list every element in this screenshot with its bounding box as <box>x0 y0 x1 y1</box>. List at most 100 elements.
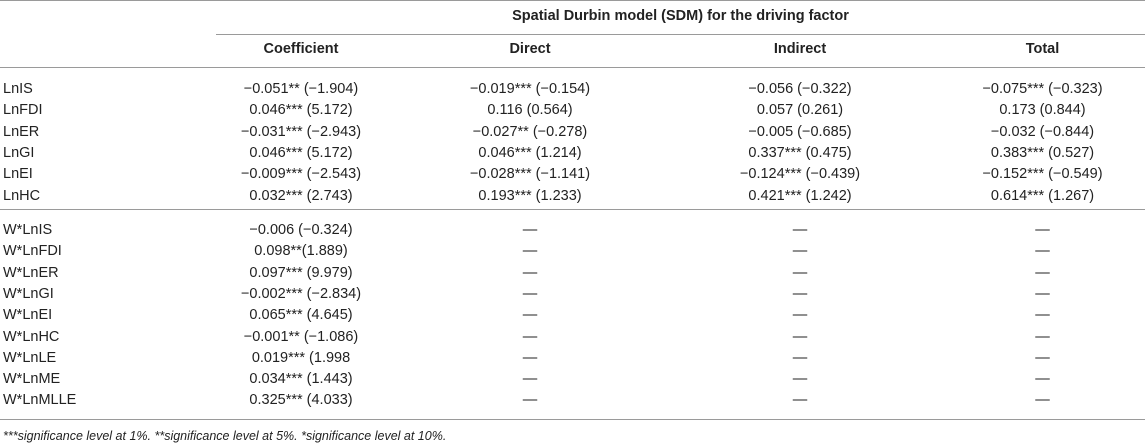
table-cell-coef: 0.034*** (1.443) <box>249 371 353 388</box>
table-row: W*LnGI −0.002*** (−2.834) — — — <box>0 284 1145 304</box>
table-row: LnHC 0.032*** (2.743) 0.193*** (1.233) 0.42… <box>0 186 1145 206</box>
table-cell-direct: −0.019*** (−0.154) <box>469 81 591 97</box>
table-cell-direct: — <box>522 243 538 260</box>
table-cell-total: — <box>1035 285 1050 302</box>
col-header-total: Total <box>1025 41 1060 57</box>
table-cell-total: — <box>1035 349 1050 366</box>
table-cell-total: 0.383*** (0.527) <box>990 144 1095 161</box>
footnote: ***significance level at 1%. **significa… <box>3 429 447 443</box>
table-cell-indirect: — <box>792 264 808 281</box>
col-header-coefficient: Coefficient <box>263 41 339 57</box>
table-cell-indirect: −0.124*** (−0.439) <box>739 166 861 183</box>
table-spanner-heading: Spatial Durbin model (SDM) for the drivi… <box>512 8 849 24</box>
table-cell-indirect: — <box>792 222 808 238</box>
row-label: W*LnME <box>3 371 61 388</box>
table-cell-indirect: −0.005 (−0.685) <box>748 123 852 140</box>
table-cell-coef: 0.065*** (4.645) <box>249 307 353 324</box>
section-rule <box>0 209 1145 210</box>
top-rule <box>0 0 1145 1</box>
table-cell-total: −0.075*** (−0.323) <box>982 81 1103 97</box>
table-cell-indirect: −0.056 (−0.322) <box>748 81 852 97</box>
table-row: LnEI −0.009*** (−2.543) −0.028*** (−1.141)… <box>0 164 1145 184</box>
table-row: W*LnLE 0.019*** (1.998 — — — <box>0 348 1145 368</box>
table-cell-direct: −0.028*** (−1.141) <box>469 166 591 183</box>
row-label: LnEI <box>3 166 33 183</box>
table-cell-coef: 0.098**(1.889) <box>254 243 348 260</box>
table-cell-coef: 0.046*** (5.172) <box>249 102 353 119</box>
row-label: LnFDI <box>3 102 43 119</box>
table-cell-direct: — <box>522 222 538 238</box>
table-cell-direct: — <box>522 264 538 281</box>
table-cell-direct: −0.027** (−0.278) <box>472 123 588 140</box>
table-cell-total: — <box>1035 243 1050 260</box>
table-cell-total: −0.152*** (−0.549) <box>982 166 1103 183</box>
row-label: W*LnMLLE <box>3 392 77 409</box>
table-cell-coef: 0.019*** (1.998 <box>251 349 351 366</box>
table-cell-direct: 0.193*** (1.233) <box>478 187 582 204</box>
table-cell-direct: — <box>522 371 538 388</box>
row-label: LnHC <box>3 187 41 204</box>
table-cell-direct: — <box>522 285 538 302</box>
table-cell-direct: — <box>522 392 538 409</box>
row-label: LnGI <box>3 144 35 161</box>
table-cell-indirect: 0.421*** (1.242) <box>748 187 852 204</box>
table-row: W*LnHC −0.001** (−1.086) — — — <box>0 327 1145 347</box>
table-cell-indirect: — <box>792 243 808 260</box>
table-cell-indirect: — <box>792 307 808 324</box>
table-cell-indirect: — <box>792 349 808 366</box>
table-cell-indirect: — <box>792 285 808 302</box>
table-cell-direct: 0.046*** (1.214) <box>478 144 582 161</box>
table-row: W*LnEI 0.065*** (4.645) — — — <box>0 305 1145 325</box>
table-cell-coef: −0.051** (−1.904) <box>243 81 359 97</box>
table-cell-direct: 0.116 (0.564) <box>487 102 573 119</box>
row-label: LnER <box>3 123 40 140</box>
row-label: W*LnIS <box>3 222 53 238</box>
col-header-indirect: Indirect <box>773 41 827 57</box>
table-cell-indirect: 0.057 (0.261) <box>756 102 844 119</box>
col-header-direct: Direct <box>509 41 551 57</box>
row-label: W*LnLE <box>3 349 57 366</box>
row-label: W*LnGI <box>3 285 54 302</box>
table-cell-total: −0.032 (−0.844) <box>990 123 1095 140</box>
table-row: W*LnIS −0.006 (−0.324) — — — <box>0 220 1145 240</box>
table-row: LnER −0.031*** (−2.943) −0.027** (−0.278) −… <box>0 122 1145 142</box>
table-row: LnFDI 0.046*** (5.172) 0.116 (0.564) 0.057 … <box>0 100 1145 120</box>
table-cell-coef: −0.006 (−0.324) <box>249 222 353 238</box>
table-row: LnGI 0.046*** (5.172) 0.046*** (1.214) 0.33… <box>0 143 1145 163</box>
table-cell-direct: — <box>522 307 538 324</box>
table-row: W*LnER 0.097*** (9.979) — — — <box>0 263 1145 283</box>
table-cell-total: — <box>1035 328 1050 345</box>
table-row: LnIS −0.051** (−1.904) −0.019*** (−0.154) −… <box>0 79 1145 99</box>
table-cell-coef: 0.325*** (4.033) <box>249 392 353 409</box>
row-label: W*LnEI <box>3 307 53 324</box>
table-cell-coef: 0.097*** (9.979) <box>249 264 353 281</box>
table-cell-coef: −0.002*** (−2.834) <box>240 285 362 302</box>
row-label: W*LnHC <box>3 328 60 345</box>
bottom-rule <box>0 419 1145 420</box>
row-label: W*LnFDI <box>3 243 62 260</box>
row-label: LnIS <box>3 81 33 97</box>
table-cell-coef: −0.009*** (−2.543) <box>240 166 362 183</box>
table-cell-total: 0.173 (0.844) <box>999 102 1086 119</box>
spanner-rule <box>216 34 1145 35</box>
table-cell-indirect: — <box>792 371 808 388</box>
table-cell-coef: −0.031*** (−2.943) <box>240 123 362 140</box>
table-cell-indirect: — <box>792 392 808 409</box>
table-cell-total: — <box>1035 307 1050 324</box>
table-cell-coef: 0.032*** (2.743) <box>249 187 353 204</box>
table-cell-total: — <box>1035 264 1050 281</box>
table-cell-total: — <box>1035 392 1050 409</box>
table-cell-total: — <box>1035 371 1050 388</box>
table-row: W*LnMLLE 0.325*** (4.033) — — — <box>0 390 1145 410</box>
table-row: W*LnME 0.034*** (1.443) — — — <box>0 369 1145 389</box>
table-cell-total: 0.614*** (1.267) <box>990 187 1095 204</box>
table-cell-direct: — <box>522 328 538 345</box>
row-label: W*LnER <box>3 264 59 281</box>
table-cell-direct: — <box>522 349 538 366</box>
table-row: W*LnFDI 0.098**(1.889) — — — <box>0 241 1145 261</box>
table-cell-indirect: — <box>792 328 808 345</box>
table-cell-coef: −0.001** (−1.086) <box>243 328 359 345</box>
header-rule <box>0 67 1145 68</box>
table-cell-coef: 0.046*** (5.172) <box>249 144 353 161</box>
table-cell-total: — <box>1035 222 1050 238</box>
